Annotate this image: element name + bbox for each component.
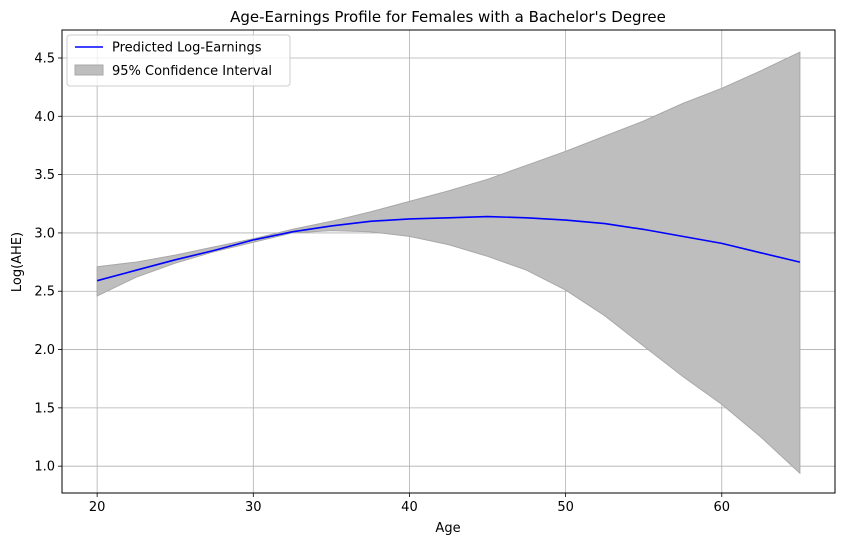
- chart-title: Age-Earnings Profile for Females with a …: [230, 8, 666, 26]
- legend-box: [66, 34, 291, 87]
- y-tick-label: 3.5: [34, 168, 55, 183]
- legend: Predicted Log-Earnings 95% Confidence In…: [66, 34, 291, 87]
- series-layer: [96, 51, 801, 475]
- x-tick-label: 30: [245, 500, 262, 515]
- y-tick-label: 1.0: [34, 460, 55, 475]
- y-axis-ticks: 1.0 1.5 2.0 2.5 3.0 3.5 4.0 4.5: [34, 51, 62, 475]
- confidence-band: [96, 51, 801, 475]
- y-tick-label: 3.0: [34, 226, 55, 241]
- predicted-line: [96, 215, 801, 282]
- x-axis-label: Age: [435, 521, 460, 536]
- legend-band-label: 95% Confidence Interval: [112, 64, 272, 79]
- plot-area: 20 30 40 50 60 1.0 1.5 2.0 2.5 3.0 3.5 4.0 4.5: [34, 29, 836, 515]
- y-tick-label: 4.5: [34, 51, 55, 66]
- y-tick-label: 1.5: [34, 401, 55, 416]
- y-tick-label: 2.0: [34, 343, 55, 358]
- plot-frame: [61, 29, 836, 494]
- y-tick-label: 4.0: [34, 110, 55, 125]
- x-tick-label: 20: [89, 500, 106, 515]
- x-tick-label: 50: [557, 500, 574, 515]
- x-tick-label: 40: [401, 500, 418, 515]
- y-tick-label: 2.5: [34, 285, 55, 300]
- x-tick-label: 60: [714, 500, 731, 515]
- legend-line-label: Predicted Log-Earnings: [112, 41, 262, 56]
- x-axis-ticks: 20 30 40 50 60: [89, 493, 730, 515]
- legend-band-swatch: [74, 64, 104, 76]
- y-axis-label: Log(AHE): [10, 232, 25, 292]
